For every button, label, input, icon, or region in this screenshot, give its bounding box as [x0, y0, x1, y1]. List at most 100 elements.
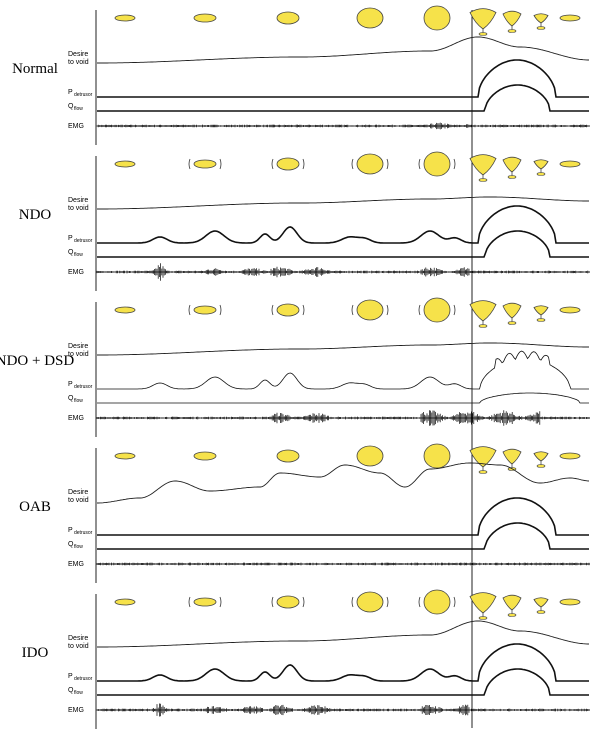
bladder — [502, 448, 522, 465]
desire-curve — [97, 620, 589, 648]
row-label: NDO — [19, 207, 52, 223]
flow-curve — [97, 84, 589, 112]
contraction-mark — [188, 158, 222, 170]
desire-label: to void — [68, 205, 89, 212]
bladder — [533, 13, 549, 24]
detrusor-pressure — [97, 497, 589, 536]
pressure-label: P — [68, 235, 73, 242]
row-label: OAB — [19, 499, 51, 515]
bladder — [276, 11, 300, 25]
detrusor-pressure — [97, 643, 589, 682]
desire-label: Desire — [68, 197, 88, 204]
pressure-sub: detrusor — [74, 384, 93, 390]
bladder — [193, 305, 217, 315]
flow-label: Q — [68, 687, 74, 694]
bladder — [502, 302, 522, 319]
emg-trace — [96, 122, 590, 130]
pressure-sub: detrusor — [74, 530, 93, 536]
detrusor-pressure — [97, 350, 589, 390]
desire-label: to void — [68, 59, 89, 66]
pressure-label: P — [68, 527, 73, 534]
emg-label: EMG — [68, 707, 84, 714]
bladder — [276, 595, 300, 609]
emg-trace — [96, 562, 590, 566]
row-label: NDO + DSD — [0, 353, 74, 369]
bladder — [276, 303, 300, 317]
flow-curve — [97, 392, 589, 404]
flow-curve — [97, 668, 589, 696]
pressure-sub: detrusor — [74, 92, 93, 98]
emg-label: EMG — [68, 269, 84, 276]
flow-curve — [97, 522, 589, 550]
desire-label: to void — [68, 643, 89, 650]
flow-sub: flow — [74, 690, 83, 696]
bladder — [469, 8, 497, 30]
contraction-mark — [271, 158, 305, 170]
bladder — [469, 446, 497, 468]
contraction-mark — [351, 158, 389, 170]
desire-label: Desire — [68, 51, 88, 58]
bladder — [533, 159, 549, 170]
flow-label: Q — [68, 395, 74, 402]
bladder — [559, 306, 581, 314]
flow-label: Q — [68, 103, 74, 110]
bladder — [356, 445, 384, 467]
contraction-mark — [418, 158, 456, 170]
pressure-sub: detrusor — [74, 238, 93, 244]
flow-sub: flow — [74, 544, 83, 550]
bladder — [533, 451, 549, 462]
bladder — [114, 598, 136, 606]
bladder — [276, 449, 300, 463]
contraction-mark — [188, 304, 222, 316]
bladder — [469, 154, 497, 176]
bladder — [356, 591, 384, 613]
contraction-mark — [271, 596, 305, 608]
desire-label: Desire — [68, 489, 88, 496]
bladder — [423, 589, 451, 615]
bladder — [193, 159, 217, 169]
contraction-mark — [418, 304, 456, 316]
bladder — [502, 10, 522, 27]
detrusor-pressure — [97, 59, 589, 98]
bladder — [193, 451, 217, 461]
desire-curve — [97, 342, 589, 356]
emg-trace — [96, 703, 590, 717]
bladder — [423, 443, 451, 469]
bladder — [423, 151, 451, 177]
desire-curve — [97, 462, 590, 504]
row-label: IDO — [22, 645, 49, 661]
contraction-mark — [351, 596, 389, 608]
bladder — [276, 157, 300, 171]
emg-trace — [96, 263, 590, 281]
bladder — [559, 598, 581, 606]
emg-label: EMG — [68, 561, 84, 568]
contraction-mark — [188, 596, 222, 608]
flow-label: Q — [68, 249, 74, 256]
bladder — [469, 300, 497, 322]
emg-label: EMG — [68, 123, 84, 130]
desire-label: to void — [68, 351, 89, 358]
flow-curve — [97, 230, 589, 258]
desire-label: Desire — [68, 343, 88, 350]
flow-sub: flow — [74, 398, 83, 404]
pressure-label: P — [68, 381, 73, 388]
contraction-mark — [418, 596, 456, 608]
emg-trace — [96, 410, 590, 426]
emg-label: EMG — [68, 415, 84, 422]
bladder — [533, 305, 549, 316]
row-label: Normal — [12, 61, 58, 77]
pressure-label: P — [68, 89, 73, 96]
bladder — [193, 597, 217, 607]
bladder — [114, 452, 136, 460]
desire-curve — [97, 196, 589, 210]
contraction-mark — [351, 304, 389, 316]
bladder — [559, 14, 581, 22]
flow-label: Q — [68, 541, 74, 548]
pressure-label: P — [68, 673, 73, 680]
desire-curve — [97, 36, 589, 64]
detrusor-pressure — [97, 205, 589, 244]
